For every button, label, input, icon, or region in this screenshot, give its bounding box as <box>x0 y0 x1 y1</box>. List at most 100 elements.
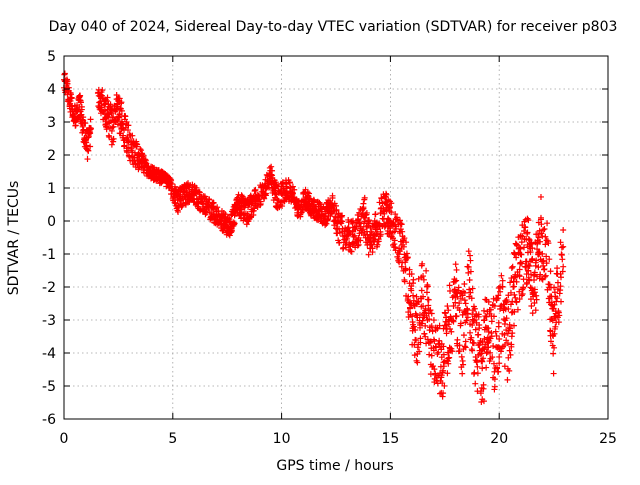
data-point <box>495 292 502 299</box>
data-point <box>415 299 422 306</box>
data-point <box>459 311 466 318</box>
data-point <box>381 210 388 217</box>
data-point <box>558 244 565 251</box>
data-point <box>413 337 420 344</box>
data-point <box>531 269 538 276</box>
data-point <box>222 211 229 218</box>
data-point <box>537 193 544 200</box>
y-axis-label: SDTVAR / TECUs <box>6 181 22 296</box>
data-point <box>106 134 113 141</box>
data-point <box>421 330 428 337</box>
data-point <box>472 380 479 387</box>
data-point <box>461 297 468 304</box>
data-point <box>461 343 468 350</box>
data-point <box>422 333 429 340</box>
data-point <box>545 240 552 247</box>
data-point <box>339 218 346 225</box>
data-point <box>491 383 498 390</box>
data-point <box>456 347 463 354</box>
data-point <box>463 317 470 324</box>
data-point <box>368 228 375 235</box>
data-point <box>541 273 548 280</box>
data-point <box>469 285 476 292</box>
data-point <box>510 322 517 329</box>
data-point <box>369 245 376 252</box>
data-point <box>547 338 554 345</box>
data-point <box>400 243 407 250</box>
data-point <box>454 293 461 300</box>
data-point <box>550 350 557 357</box>
data-point <box>137 146 144 153</box>
data-point <box>507 301 514 308</box>
data-point <box>386 204 393 211</box>
data-point <box>422 305 429 312</box>
data-point <box>518 260 525 267</box>
data-point <box>365 251 372 258</box>
y-tick-labels: -6 -5 -4 -3 -2 -1 0 1 2 3 4 5 <box>42 49 56 428</box>
data-point <box>560 227 567 234</box>
data-point <box>410 276 417 283</box>
data-point <box>507 325 514 332</box>
data-point <box>533 257 540 264</box>
data-point <box>495 319 502 326</box>
data-point <box>511 291 518 298</box>
data-point <box>460 361 467 368</box>
data-point <box>509 330 516 337</box>
data-point <box>511 251 518 258</box>
data-point <box>520 284 527 291</box>
data-point <box>64 80 71 87</box>
data-point <box>495 285 502 292</box>
data-point <box>306 190 313 197</box>
data-point <box>80 126 87 133</box>
data-point <box>525 217 532 224</box>
data-point <box>108 141 115 148</box>
data-point <box>522 224 529 231</box>
data-point <box>383 191 390 198</box>
data-point <box>396 251 403 258</box>
x-axis-label: GPS time / hours <box>276 458 393 474</box>
data-point <box>427 339 434 346</box>
data-point <box>535 234 542 241</box>
data-point <box>519 290 526 297</box>
data-point <box>423 340 430 347</box>
data-point <box>202 193 209 200</box>
data-point <box>465 269 472 276</box>
data-point <box>425 302 432 309</box>
data-point <box>537 271 544 278</box>
data-point <box>178 203 185 210</box>
data-point <box>401 278 408 285</box>
data-point <box>482 313 489 320</box>
data-point <box>410 292 417 299</box>
data-point <box>474 363 481 370</box>
data-point <box>277 199 284 206</box>
data-point <box>489 354 496 361</box>
data-point <box>467 252 474 259</box>
data-point <box>374 241 381 248</box>
data-point <box>475 313 482 320</box>
data-point <box>552 323 559 330</box>
data-point <box>420 273 427 280</box>
data-point <box>426 316 433 323</box>
data-point <box>458 353 465 360</box>
y-tick-label: -5 <box>42 379 56 395</box>
data-point <box>517 245 524 252</box>
data-point <box>87 116 94 123</box>
data-point <box>206 196 213 203</box>
data-point <box>349 239 356 246</box>
data-point <box>416 324 423 331</box>
data-point <box>557 239 564 246</box>
data-point <box>509 263 516 270</box>
y-tick-label: -3 <box>42 313 56 329</box>
data-point <box>456 300 463 307</box>
data-point <box>440 351 447 358</box>
data-point <box>420 303 427 310</box>
data-point <box>459 370 466 377</box>
data-point <box>440 390 447 397</box>
data-point <box>462 300 469 307</box>
data-point <box>418 320 425 327</box>
data-point <box>469 321 476 328</box>
data-point <box>511 308 518 315</box>
data-point <box>409 313 416 320</box>
data-point <box>520 276 527 283</box>
